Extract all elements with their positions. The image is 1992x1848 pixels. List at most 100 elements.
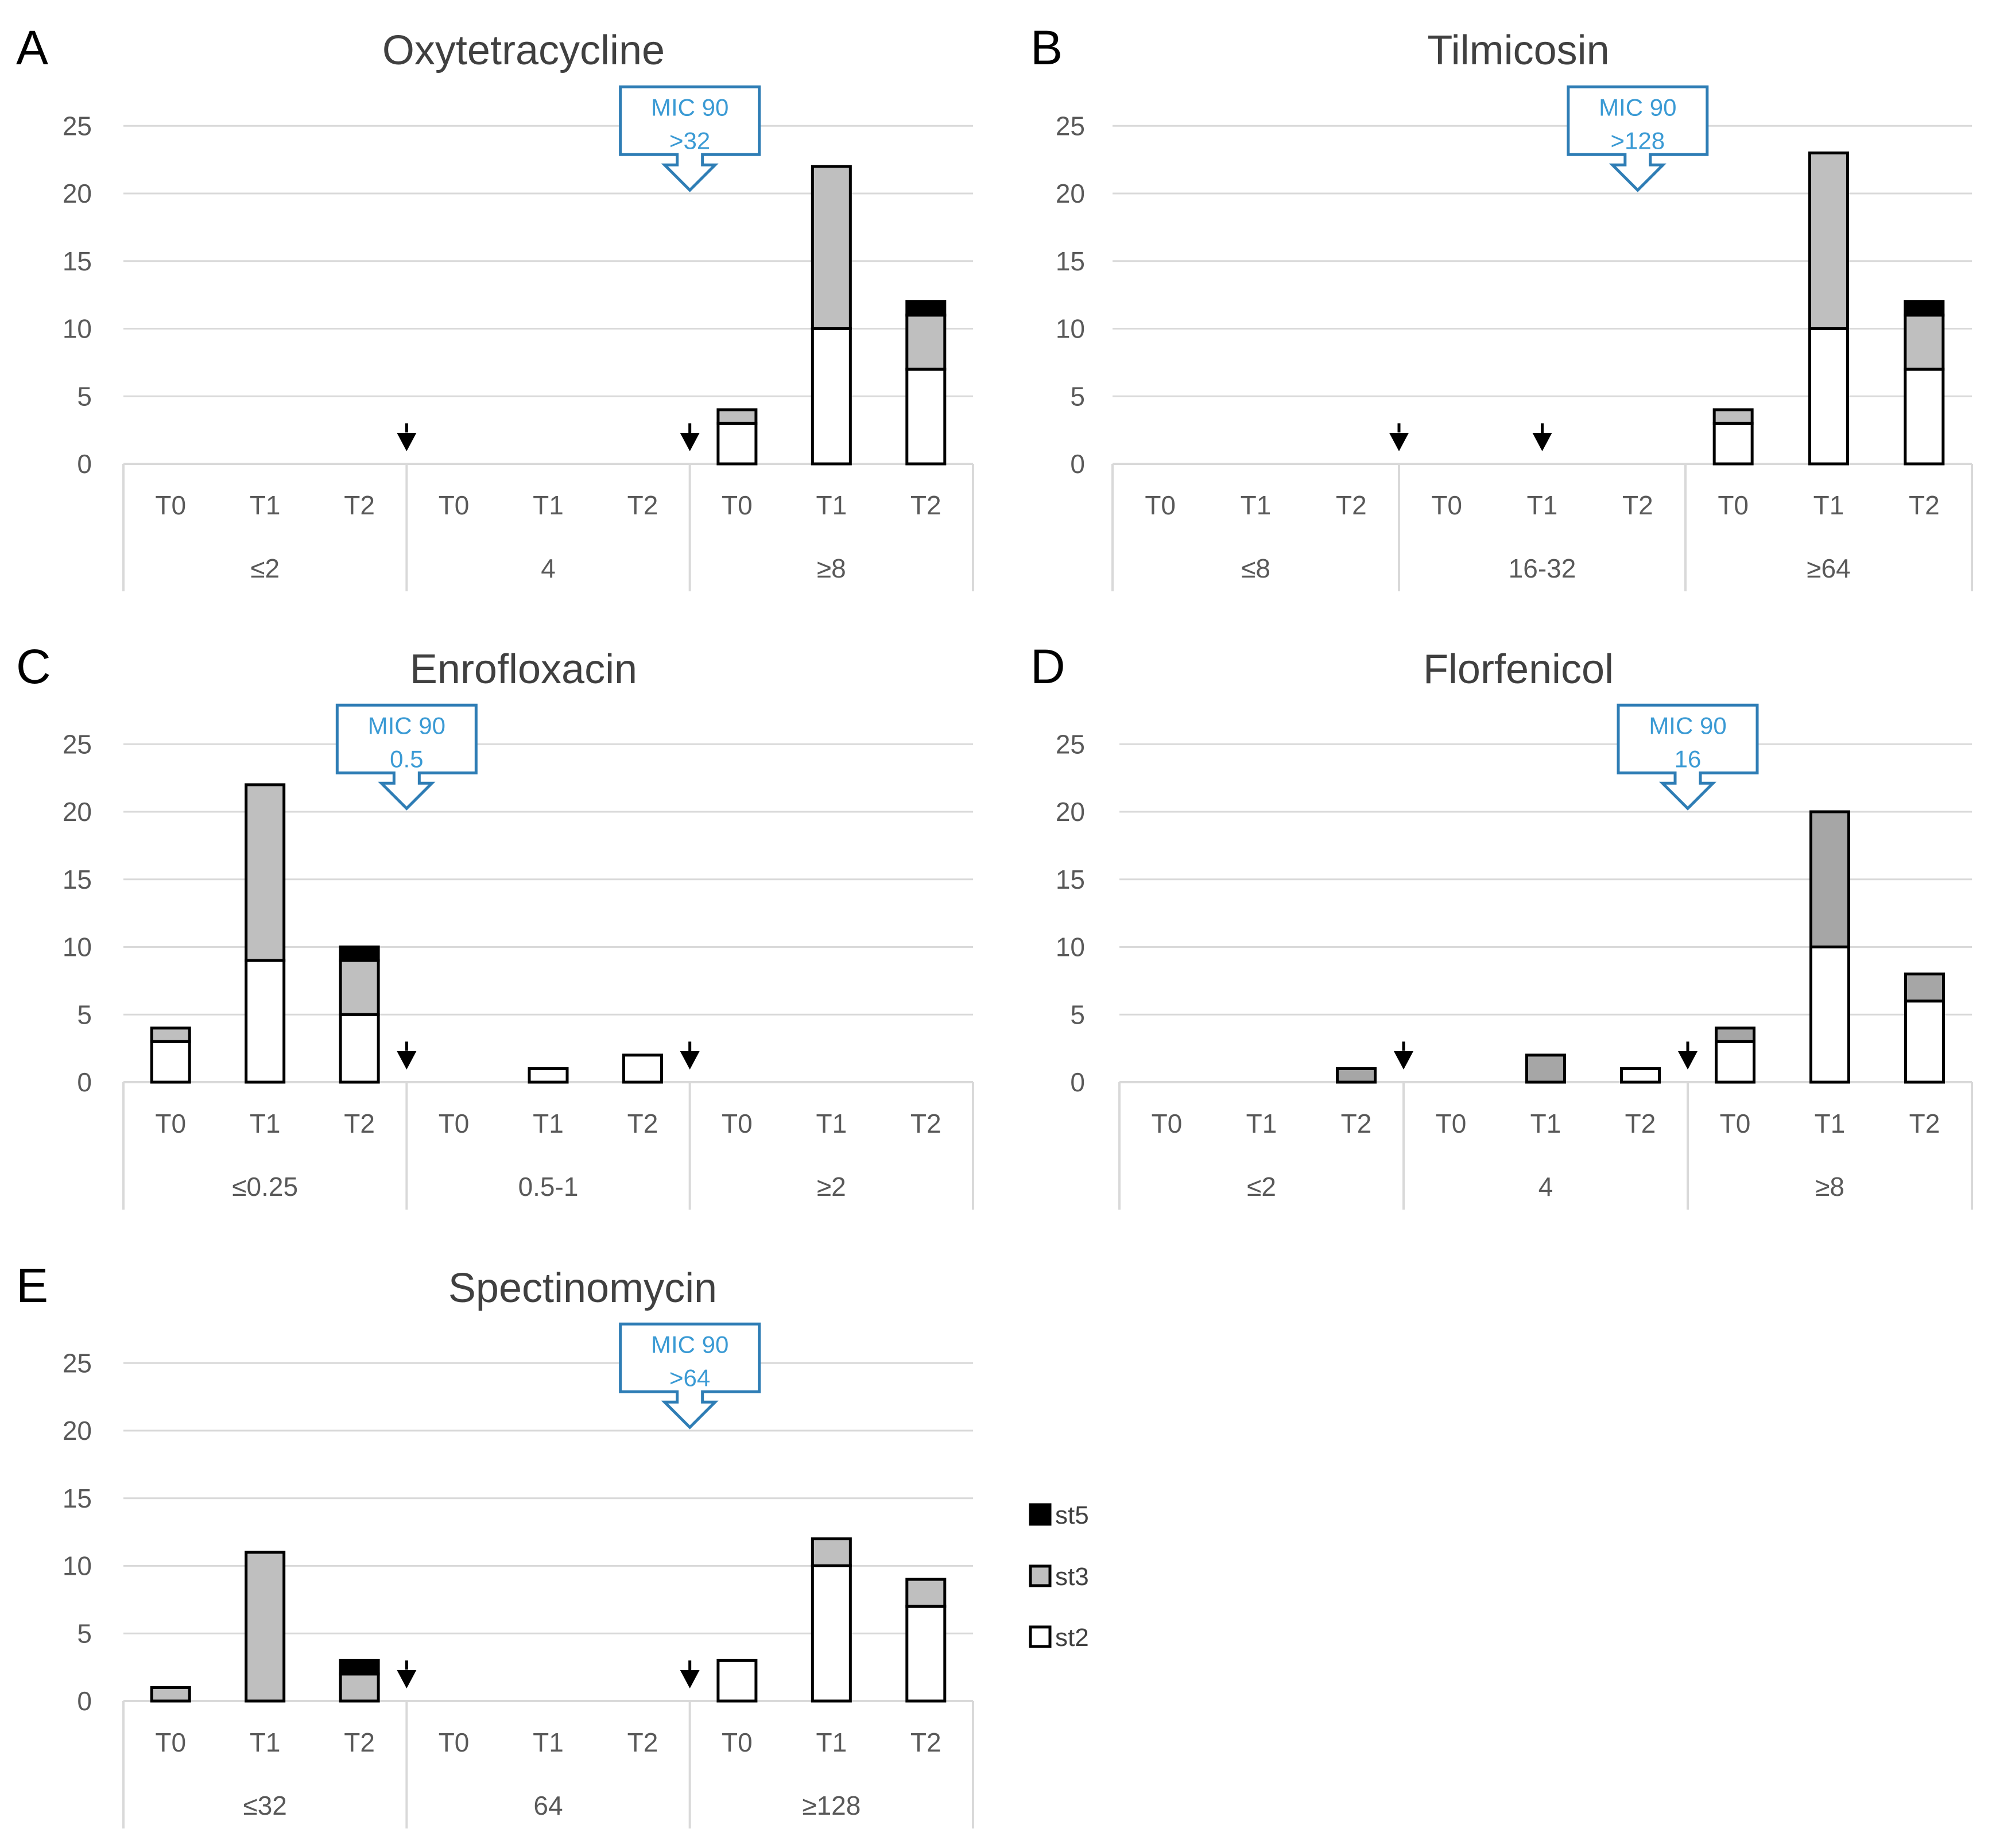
- bar-segment-st2: [622, 1053, 663, 1084]
- arrowhead-icon: [397, 1670, 417, 1688]
- y-tick-label: 20: [63, 179, 92, 208]
- x-tick-label: T0: [1436, 1109, 1467, 1138]
- bar-segment-st2: [811, 327, 852, 466]
- bar-segment-st2: [716, 1659, 758, 1703]
- bar-segment-st3: [905, 1578, 947, 1608]
- bar-segment-st2: [339, 1013, 380, 1084]
- mic90-label: MIC 90: [1599, 94, 1676, 121]
- group-label: 4: [541, 553, 556, 583]
- arrowhead-icon: [1678, 1051, 1698, 1070]
- y-tick-label: 5: [1070, 999, 1085, 1029]
- bar-segment-st2: [1808, 327, 1849, 466]
- bar-segment-st3: [716, 408, 758, 425]
- x-tick-label: T1: [816, 1109, 847, 1138]
- x-tick-label: T1: [1527, 490, 1558, 520]
- x-tick-label: T2: [627, 490, 658, 520]
- bar-segment-st2: [905, 1605, 947, 1703]
- mic90-callout: [619, 85, 761, 192]
- y-tick-label: 15: [63, 1483, 92, 1513]
- x-tick-label: T0: [439, 490, 470, 520]
- mic90-callout: [1567, 85, 1709, 192]
- legend-swatch-st5: [1029, 1503, 1052, 1526]
- panel-letter: A: [16, 21, 48, 75]
- legend-swatch-st3: [1029, 1564, 1052, 1587]
- x-tick-label: T2: [1909, 490, 1940, 520]
- x-tick-label: T2: [910, 490, 941, 520]
- x-tick-label: T2: [1341, 1109, 1372, 1138]
- x-tick-label: T1: [250, 490, 281, 520]
- y-tick-label: 5: [77, 999, 92, 1029]
- x-tick-label: T0: [722, 490, 753, 520]
- y-tick-label: 15: [1056, 865, 1085, 894]
- bar-segment-st3: [1336, 1067, 1377, 1084]
- x-tick-label: T0: [1431, 490, 1462, 520]
- bar-segment-st5: [339, 1659, 380, 1676]
- y-tick-label: 10: [63, 932, 92, 962]
- x-tick-label: T0: [722, 1109, 753, 1138]
- bar-segment-st3: [245, 1551, 286, 1703]
- group-label: ≤0.25: [232, 1172, 298, 1202]
- chart-panel-b: B Tilmicosin 0 5 10 15 20 25 T0 T1 T2 T0 T1 T2 T0 T1 T2 ≤…: [1030, 21, 1973, 591]
- group-label: ≥2: [817, 1172, 846, 1202]
- panel-letter: E: [16, 1258, 48, 1312]
- mic90-callout: [335, 703, 478, 811]
- x-tick-label: T1: [533, 1727, 564, 1757]
- bar-segment-st2: [1712, 421, 1754, 466]
- bar-segment-st3: [339, 1672, 380, 1703]
- bar-segment-st5: [339, 946, 380, 962]
- bar-segment-st2: [528, 1067, 569, 1084]
- group-label: ≤2: [1247, 1172, 1276, 1202]
- group-label: 64: [533, 1791, 563, 1820]
- y-tick-label: 10: [63, 314, 92, 344]
- x-tick-label: T1: [533, 1109, 564, 1138]
- y-tick-label: 20: [63, 797, 92, 827]
- group-label: ≥8: [817, 553, 846, 583]
- group-label: ≤32: [243, 1791, 286, 1820]
- bar-segment-st5: [905, 300, 947, 317]
- legend: st5 st3 st2: [1029, 1501, 1089, 1652]
- y-tick-label: 25: [1056, 111, 1085, 141]
- chart-title: Oxytetracycline: [382, 28, 665, 73]
- chart-panel-c: C Enrofloxacin 0 5 10 15 20 25 T0 T1 T2 T0 T1 T2 T0 T1 T…: [16, 640, 974, 1210]
- panel-letter: D: [1030, 640, 1065, 694]
- bar-segment-st2: [150, 1040, 191, 1084]
- arrowhead-icon: [680, 1051, 700, 1070]
- bar-segment-st3: [245, 783, 286, 962]
- y-tick-label: 15: [1056, 246, 1085, 276]
- y-tick-label: 25: [1056, 729, 1085, 759]
- legend-label: st3: [1055, 1563, 1089, 1591]
- bar-segment-st2: [811, 1564, 852, 1703]
- y-tick-label: 5: [77, 1618, 92, 1648]
- y-tick-label: 10: [1056, 314, 1085, 344]
- y-tick-label: 0: [77, 1686, 92, 1716]
- y-tick-label: 25: [63, 111, 92, 141]
- y-tick-label: 15: [63, 246, 92, 276]
- bar-segment-st2: [1809, 946, 1850, 1084]
- x-tick-label: T1: [1241, 490, 1272, 520]
- chart-panel-d: D Florfenicol 0 5 10 15 20 25 T0 T1 T2 T0 T1 T2 T0 T1 T2…: [1030, 640, 1973, 1210]
- bar-segment-st3: [150, 1686, 191, 1703]
- x-tick-label: T2: [344, 1727, 375, 1757]
- arrowhead-icon: [680, 1670, 700, 1688]
- x-tick-label: T1: [533, 490, 564, 520]
- arrowhead-icon: [397, 1051, 417, 1070]
- legend-label: st2: [1055, 1624, 1089, 1652]
- arrowhead-icon: [1532, 433, 1552, 451]
- group-label: ≥64: [1807, 553, 1850, 583]
- bar-segment-st3: [1809, 810, 1850, 948]
- arrowhead-icon: [397, 433, 417, 451]
- y-tick-label: 0: [1070, 1067, 1085, 1097]
- bar-segment-st2: [905, 367, 947, 466]
- mic90-label: MIC 90: [651, 1331, 728, 1358]
- x-tick-label: T2: [344, 490, 375, 520]
- bar-segment-st3: [150, 1026, 191, 1043]
- mic90-label: MIC 90: [651, 94, 728, 121]
- x-tick-label: T0: [1145, 490, 1176, 520]
- x-tick-label: T2: [1625, 1109, 1656, 1138]
- bar-segment-st2: [1715, 1040, 1755, 1084]
- group-label: 16-32: [1509, 553, 1576, 583]
- x-tick-label: T1: [816, 1727, 847, 1757]
- arrowhead-icon: [680, 433, 700, 451]
- mic90-value: 0.5: [390, 745, 423, 772]
